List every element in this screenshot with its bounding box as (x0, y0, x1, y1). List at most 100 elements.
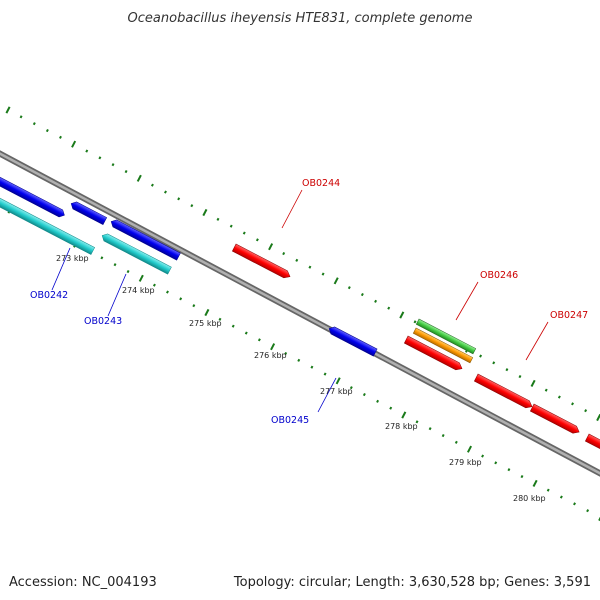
tick-mark (546, 488, 550, 492)
tick-mark (85, 149, 89, 153)
tick-mark (413, 320, 417, 324)
tick-mark (333, 277, 339, 285)
tick-mark (415, 420, 419, 424)
tick-mark (479, 354, 483, 358)
tick-mark (454, 440, 458, 444)
tick-mark (349, 386, 353, 390)
tick-mark (559, 495, 563, 499)
kbp-label: 274 kbp (122, 286, 155, 295)
tick-mark (573, 502, 576, 506)
gene-label-ob0244[interactable]: OB0244 (302, 178, 340, 189)
kbp-label: 279 kbp (449, 458, 482, 467)
tick-mark (126, 269, 130, 274)
tick-mark (218, 317, 222, 321)
tick-mark (530, 379, 536, 387)
tick-mark (505, 368, 509, 372)
gene-red-a-feature[interactable] (403, 335, 464, 372)
tick-mark (204, 308, 210, 317)
tick-mark (310, 365, 314, 369)
gene-ob0242-feature[interactable] (0, 171, 66, 219)
tick-mark (113, 263, 117, 267)
tick-mark (150, 183, 154, 187)
gene-red-d-feature[interactable] (584, 433, 600, 456)
gene-ob0244-feature[interactable] (231, 243, 292, 280)
tick-mark (389, 406, 393, 410)
gene-cyan-1-feature[interactable] (0, 192, 96, 255)
gene-label-ob0245[interactable]: OB0245 (271, 415, 309, 426)
tick-mark (401, 411, 407, 419)
gene-label-ob0246[interactable]: OB0246 (480, 270, 518, 281)
tick-mark (192, 304, 196, 308)
tick-mark (323, 372, 327, 376)
gene-ob0243-feature[interactable] (109, 218, 181, 261)
tick-mark (494, 461, 498, 465)
tick-mark (255, 238, 259, 242)
gene-blue-2-feature[interactable] (69, 200, 108, 225)
gene-leader-lines (51, 189, 549, 413)
tick-mark (584, 409, 588, 413)
tick-mark (532, 479, 538, 487)
tick-mark (257, 338, 261, 342)
tick-mark (242, 231, 246, 235)
tick-mark (295, 258, 299, 262)
outer-tick-track (5, 106, 600, 422)
tick-mark (190, 204, 194, 208)
tick-mark (362, 392, 366, 397)
genome-backbone (0, 150, 600, 477)
tick-mark (124, 169, 128, 174)
tick-mark (347, 286, 351, 290)
kbp-label: 277 kbp (320, 387, 353, 396)
tick-mark (360, 292, 364, 297)
tick-mark (387, 306, 391, 310)
gene-label-ob0243[interactable]: OB0243 (84, 316, 122, 327)
tick-mark (520, 474, 524, 479)
tick-mark (598, 513, 600, 522)
gene-cyan-2-feature[interactable] (100, 232, 172, 275)
tick-mark (374, 299, 378, 303)
tick-mark (152, 283, 156, 287)
tick-mark (492, 361, 496, 365)
tick-mark (179, 297, 183, 301)
gene-label-ob0247[interactable]: OB0247 (550, 310, 588, 321)
tick-mark (166, 290, 169, 294)
tick-mark (100, 256, 104, 260)
tick-mark (244, 331, 248, 335)
inner-tick-track (7, 206, 600, 522)
tick-mark (586, 509, 590, 513)
gene-orange-feature[interactable] (412, 327, 474, 364)
tick-mark (136, 174, 142, 182)
tick-mark (138, 274, 144, 282)
genome-summary-text: Topology: circular; Length: 3,630,528 bp… (233, 575, 591, 590)
tick-mark (268, 243, 274, 251)
tick-mark (202, 208, 208, 217)
tick-mark (321, 272, 325, 276)
tick-mark (399, 311, 405, 319)
kbp-label: 280 kbp (513, 494, 546, 503)
gene-ob0246-feature[interactable] (415, 318, 477, 355)
gene-ob0247-feature[interactable] (473, 373, 534, 410)
tick-mark (231, 324, 235, 328)
tick-mark (557, 395, 561, 399)
tick-mark (5, 106, 11, 114)
tick-mark (507, 468, 511, 472)
tick-mark (229, 224, 233, 228)
gene-label-ob0242[interactable]: OB0242 (30, 290, 68, 301)
tick-mark (111, 163, 115, 167)
tick-mark (596, 413, 600, 422)
tick-mark (284, 351, 288, 356)
tick-mark (376, 399, 380, 403)
kbp-label: 273 kbp (56, 254, 89, 263)
tick-mark (441, 433, 445, 438)
genome-title: Oceanobacillus iheyensis HTE831, complet… (128, 11, 473, 26)
tick-mark (297, 358, 301, 362)
tick-mark (466, 445, 473, 453)
tick-mark (308, 265, 312, 269)
tick-mark (481, 454, 485, 458)
gene-red-c-feature[interactable] (529, 403, 581, 436)
tick-mark (19, 115, 23, 119)
tick-mark (428, 427, 432, 431)
tick-mark (216, 217, 220, 221)
gene-ob0245-feature[interactable] (327, 325, 378, 357)
tick-mark (71, 140, 77, 148)
